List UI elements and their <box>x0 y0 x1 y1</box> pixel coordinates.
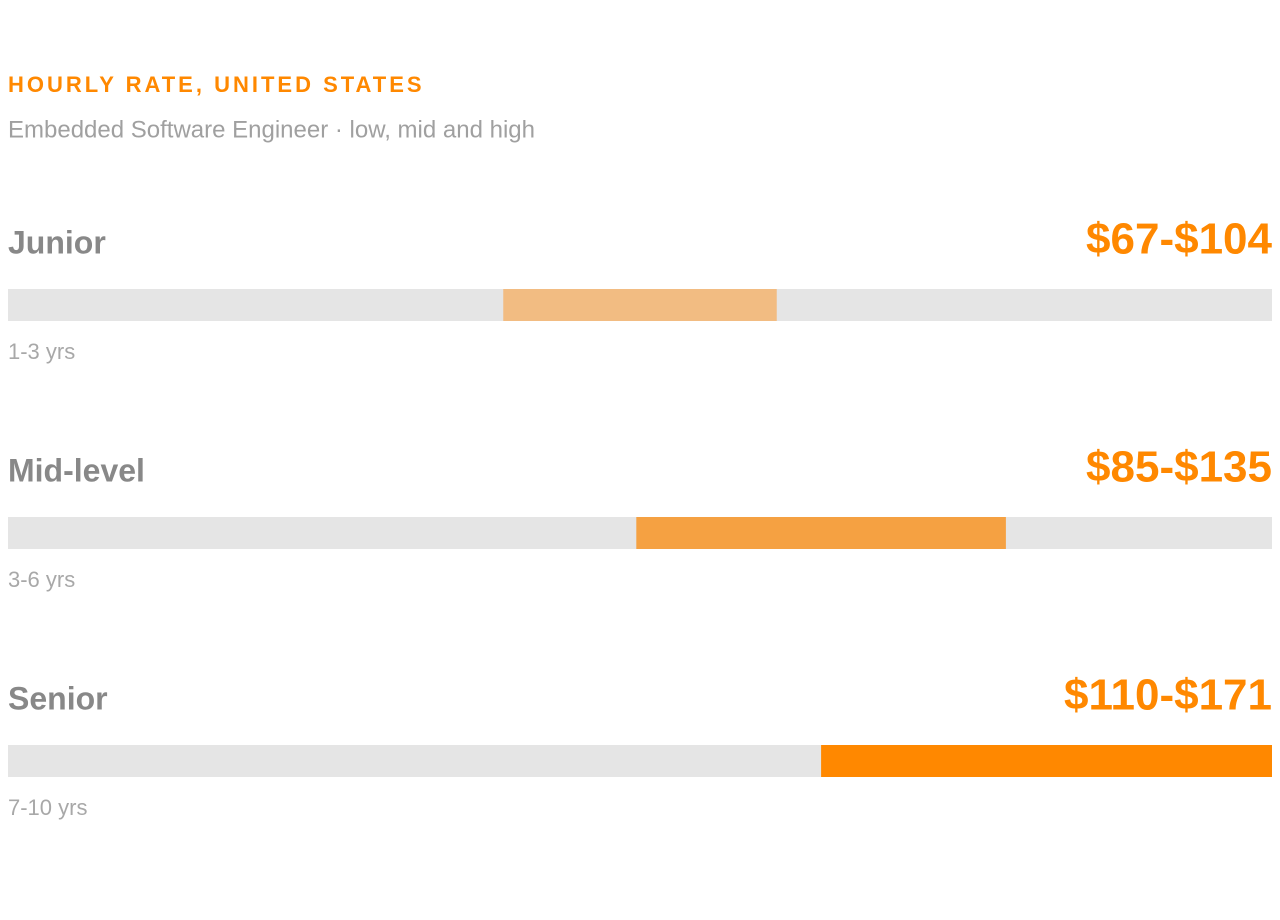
chart-title: HOURLY RATE, UNITED STATES <box>8 72 425 97</box>
chart-subtitle: Embedded Software Engineer · low, mid an… <box>8 116 535 143</box>
category-label: Senior <box>8 680 108 716</box>
range-bar <box>636 517 1006 549</box>
value-label: $85-$135 <box>1086 443 1272 492</box>
category-note: 3-6 yrs <box>8 567 75 592</box>
value-label: $110-$171 <box>1064 671 1272 720</box>
range-bar <box>821 745 1272 777</box>
range-bar <box>503 289 777 321</box>
value-label: $67-$104 <box>1086 215 1272 264</box>
category-label: Mid-level <box>8 452 145 488</box>
category-label: Junior <box>8 224 106 260</box>
category-note: 1-3 yrs <box>8 339 75 364</box>
category-note: 7-10 yrs <box>8 795 87 820</box>
